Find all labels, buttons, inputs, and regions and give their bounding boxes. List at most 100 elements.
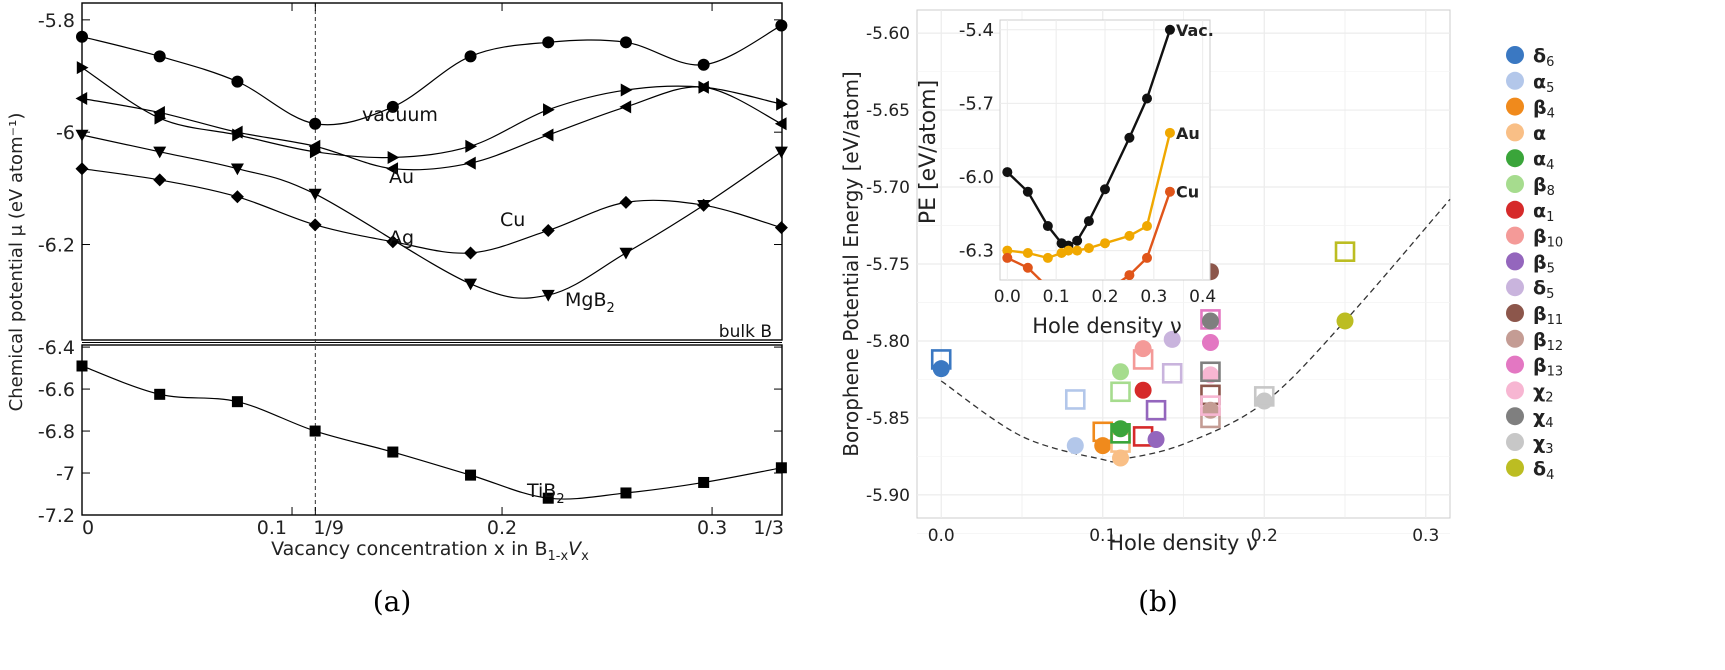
data-point-circle: [1134, 381, 1152, 399]
data-point-square: [1200, 361, 1221, 383]
data-point-square: [1200, 395, 1221, 416]
legend-label: β5: [1533, 251, 1555, 276]
y-tick-label: -7.2: [38, 505, 75, 527]
inset-x-tick-label: 0.2: [1091, 287, 1118, 307]
x-tick-label: 0.3: [1412, 526, 1439, 546]
inset-data-point: [1083, 243, 1094, 254]
data-point-mgb2: [464, 278, 478, 291]
inset-y-tick-label: -5.7: [959, 93, 994, 114]
data-point-circle: [1066, 437, 1084, 455]
inset-data-point: [1124, 132, 1135, 143]
data-point-ag: [697, 80, 709, 94]
data-point-mgb2: [230, 163, 244, 176]
panel-b-caption: (b): [1138, 585, 1178, 618]
panel-a-x-axis-label: Vacancy concentration x in B1-xVx: [271, 538, 589, 564]
panel-a-y-axis-label: Chemical potential μ (eV atom⁻¹): [6, 113, 27, 412]
series-label-au: Au: [389, 166, 414, 188]
data-point-tib2: [465, 469, 477, 481]
x-tick-label: 0.2: [487, 517, 517, 539]
legend-label-symbol: δ: [1533, 277, 1546, 299]
data-point-ag: [308, 139, 321, 153]
series-label-cu: Cu: [500, 209, 525, 231]
data-point-mgb2: [75, 129, 89, 142]
data-point-ag: [619, 100, 632, 114]
series-ag: [75, 80, 787, 176]
data-point-vacuum: [153, 50, 166, 63]
data-point-ag: [153, 106, 165, 120]
inset-data-point: [1142, 93, 1152, 104]
legend-label-subscript: 4: [1546, 158, 1554, 173]
legend-label: χ4: [1533, 406, 1554, 431]
inset-y-tick-label: -6.0: [959, 167, 994, 188]
inset-data-point: [1142, 252, 1152, 263]
legend-marker: [1506, 278, 1524, 297]
legend-label-symbol: α: [1533, 148, 1546, 170]
data-point-vacuum: [619, 36, 632, 49]
legend-label: χ2: [1533, 380, 1554, 405]
data-point-circle: [1112, 420, 1130, 438]
inset-x-tick-label: 0.4: [1189, 287, 1216, 307]
legend-marker: [1506, 355, 1524, 374]
legend-marker: [1506, 252, 1524, 271]
data-point-au: [620, 83, 633, 97]
x-tick-label: 0.1: [1089, 526, 1116, 546]
data-point-square: [1132, 349, 1154, 370]
data-point-tib2: [309, 425, 321, 437]
legend-label-subscript: 4: [1547, 107, 1555, 122]
legend-label-symbol: β: [1533, 251, 1547, 273]
series-line-tib2: [81, 365, 782, 500]
data-point-cu: [464, 246, 478, 260]
panel-a-top-frame: [81, 2, 783, 341]
y-tick-label: -5.80: [866, 332, 910, 352]
x-tick-label: 0.2: [1251, 526, 1278, 546]
data-point-cu: [619, 195, 633, 209]
legend-label-symbol: β: [1533, 174, 1547, 196]
data-point-square: [1334, 241, 1356, 262]
data-point-cu: [541, 223, 555, 237]
inset-data-point: [1124, 270, 1135, 280]
x-tick-label: 1/9: [313, 517, 344, 539]
inset-data-point: [1042, 252, 1053, 263]
inset-x-ticks: 0.0 0.1 0.2 0.3 0.4: [994, 287, 1216, 307]
legend-marker: [1506, 433, 1524, 451]
legend-label-subscript: 1: [1546, 210, 1554, 225]
inset-x-axis-label: Hole density ν: [1032, 314, 1181, 338]
data-point-square: [1253, 386, 1275, 407]
data-point-circle: [1336, 312, 1354, 330]
legend-label: α: [1533, 122, 1546, 144]
bulk-b-label: bulk B: [719, 322, 772, 342]
inset-x-tick-label: 0.1: [1043, 287, 1070, 307]
legend-label-subscript: 10: [1547, 236, 1564, 251]
legend-label-symbol: α: [1533, 200, 1546, 222]
data-point-mgb2: [308, 188, 322, 201]
legend-label-symbol: δ: [1533, 45, 1546, 67]
data-point-circle: [1112, 363, 1130, 381]
panel-b-x-ticks: 0.0 0.1 0.2 0.3: [928, 526, 1440, 546]
panel-a-bottom-plot: [76, 360, 787, 504]
x-tick-label: 0.1: [257, 517, 287, 539]
legend-label-symbol: β: [1533, 329, 1547, 351]
data-point-au: [465, 139, 478, 153]
inset-data-point: [1072, 245, 1083, 256]
data-point-au: [776, 97, 788, 111]
data-point-tib2: [154, 388, 166, 400]
inset-series: Vac. Au Cu: [1002, 21, 1214, 280]
data-point-square: [1161, 362, 1183, 384]
data-point-mgb2: [541, 289, 555, 302]
legend-label-subscript: 11: [1547, 313, 1564, 328]
inset-data-point: [1002, 245, 1013, 256]
data-point-tib2: [387, 446, 399, 458]
inset-series-line: [1006, 191, 1172, 280]
y-tick-label: -5.70: [866, 178, 910, 198]
panel-b: -5.60-5.65-5.70-5.75-5.80-5.85-5.90 0.0 0…: [839, 9, 1564, 618]
data-point-vacuum: [697, 58, 710, 71]
x-tick-label: 1/3: [753, 517, 784, 539]
data-point-circle: [1163, 330, 1181, 348]
x-tick-label: 0.3: [697, 517, 727, 539]
series-line-vacuum: [81, 24, 782, 126]
y-tick-label: -5.90: [866, 486, 910, 506]
inset-data-point: [1142, 221, 1152, 232]
legend-label-symbol: β: [1533, 97, 1547, 119]
inset-data-point: [1063, 245, 1074, 256]
legend-marker: [1506, 149, 1524, 168]
